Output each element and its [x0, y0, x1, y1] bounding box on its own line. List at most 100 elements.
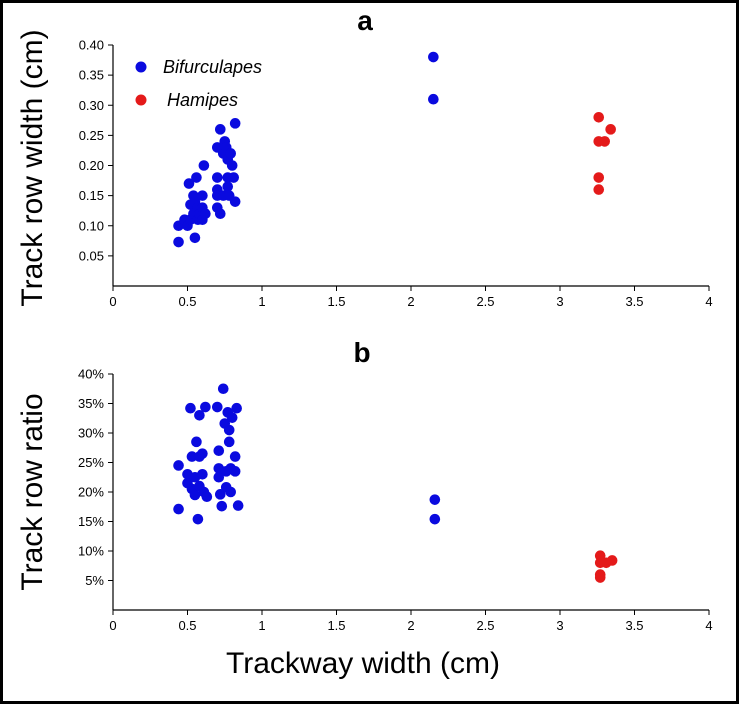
panel-b-point-bifurculapes	[191, 436, 202, 448]
panel-b-x-tick-label: 2	[407, 618, 414, 633]
panel-b-point-bifurculapes	[217, 383, 229, 395]
panel-a-point-bifurculapes	[200, 208, 211, 219]
panel-b-point-bifurculapes	[213, 445, 225, 457]
panel-b-point-bifurculapes	[173, 503, 184, 515]
panel-a-point-bifurculapes	[212, 172, 223, 183]
panel-a-y-tick-label: 0.40	[79, 38, 104, 53]
panel-b-point-bifurculapes	[232, 500, 244, 511]
panel-b-point-bifurculapes	[225, 486, 237, 498]
panel-b-title: b	[353, 337, 370, 368]
legend-marker-hamipes	[135, 94, 147, 106]
panel-a-data-points	[173, 51, 616, 248]
panel-a-point-bifurculapes	[189, 232, 201, 244]
panel-a-point-bifurculapes	[222, 181, 234, 192]
legend-marker-bifurculapes	[135, 61, 147, 73]
panel-b-point-bifurculapes	[223, 424, 235, 436]
panel-b-data-points	[173, 383, 618, 583]
panel-a-point-bifurculapes	[191, 172, 202, 183]
panel-b-x-tick-label: 3	[556, 618, 563, 633]
panel-b-point-bifurculapes	[200, 401, 211, 413]
panel-b-y-tick-label: 40%	[78, 367, 104, 382]
panel-b-point-bifurculapes	[173, 460, 184, 471]
panel-b-point-hamipes	[606, 555, 618, 566]
panel-a-point-bifurculapes	[225, 148, 237, 159]
panel-a-x-tick-label: 4	[705, 294, 712, 309]
panel-a-y-tick-label: 0.35	[79, 68, 104, 83]
panel-b-x-tick-label: 1.5	[327, 618, 345, 633]
panel-b-y-tick-label: 5%	[85, 573, 104, 588]
panel-b-point-bifurculapes	[429, 494, 441, 505]
panel-b-x-tick-label: 3.5	[625, 618, 643, 633]
panel-b-point-bifurculapes	[429, 513, 441, 525]
panel-a-point-bifurculapes	[173, 236, 184, 248]
panel-a-x-tick-label: 2.5	[476, 294, 494, 309]
panel-b-point-bifurculapes	[223, 436, 235, 448]
panel-a-point-bifurculapes	[428, 93, 439, 105]
panel-b-y-tick-label: 35%	[78, 396, 104, 411]
panel-b-y-ticks: 5% 10% 15% 20% 25% 30% 35% 40%	[78, 367, 113, 588]
panel-a-y-axis-label: Track row width (cm)	[16, 29, 49, 306]
panel-a-x-tick-label: 0	[109, 294, 116, 309]
panel-a-x-tick-label: 2	[407, 294, 414, 309]
panel-a-y-tick-label: 0.05	[79, 248, 104, 263]
panel-a-y-tick-label: 0.15	[79, 188, 104, 203]
panel-a-point-hamipes	[593, 184, 605, 195]
legend-label-bifurculapes: Bifurculapes	[163, 57, 262, 77]
panel-a-y-tick-label: 0.20	[79, 158, 104, 173]
panel-b-x-tick-label: 0.5	[178, 618, 196, 633]
panel-b-point-bifurculapes	[229, 466, 241, 477]
panel-a-x-tick-label: 3	[556, 294, 563, 309]
panel-a-title: a	[357, 5, 373, 36]
panel-b-point-bifurculapes	[229, 451, 241, 462]
panel-b-y-axis-label: Track row ratio	[16, 393, 49, 590]
x-axis-label: Trackway width (cm)	[226, 647, 500, 680]
legend-label-hamipes: Hamipes	[167, 90, 238, 110]
panel-b-point-bifurculapes	[194, 410, 205, 421]
panel-a-point-bifurculapes	[428, 51, 439, 63]
panel-a-y-tick-label: 0.30	[79, 98, 104, 113]
panel-b-x-ticks: 0 0.5 1 1.5 2 2.5 3 3.5 4	[109, 610, 713, 633]
panel-b-point-bifurculapes	[186, 451, 198, 462]
panel-b-point-bifurculapes	[226, 412, 238, 423]
panel-a-y-tick-label: 0.25	[79, 128, 104, 143]
panel-a-point-hamipes	[599, 136, 610, 147]
panel-a-x-tick-label: 1.5	[327, 294, 345, 309]
panel-b-x-tick-label: 0	[109, 618, 116, 633]
panel-b-point-bifurculapes	[213, 471, 225, 483]
panel-b-x-tick-label: 2.5	[476, 618, 494, 633]
panel-a-point-bifurculapes	[197, 190, 208, 201]
panel-b-point-hamipes	[594, 572, 606, 583]
panel-a-point-bifurculapes	[214, 124, 226, 135]
panel-a-point-bifurculapes	[214, 208, 226, 219]
panel-b-point-bifurculapes	[216, 500, 228, 512]
panel-b-point-bifurculapes	[197, 469, 208, 480]
panel-b-y-tick-label: 20%	[78, 485, 104, 500]
panel-a-x-tick-label: 1	[258, 294, 265, 309]
panel-b-x-tick-label: 4	[705, 618, 712, 633]
panel-a-point-bifurculapes	[229, 196, 241, 207]
panel-b-point-bifurculapes	[212, 401, 223, 413]
panel-a-x-ticks: 0 0.5 1 1.5 2 2.5 3 3.5 4	[109, 286, 713, 309]
panel-a-x-tick-label: 3.5	[625, 294, 643, 309]
panel-b-y-tick-label: 10%	[78, 544, 104, 559]
panel-b: b Track row ratio 5%10%15%20%25%30%35%40…	[16, 337, 713, 633]
panel-a-point-hamipes	[605, 124, 616, 135]
panel-a-point-hamipes	[593, 172, 605, 183]
panel-b-y-tick-label: 30%	[78, 426, 104, 441]
panel-b-y-tick-label: 15%	[78, 514, 104, 529]
panel-a-point-bifurculapes	[183, 178, 195, 189]
panel-b-point-bifurculapes	[214, 489, 226, 500]
panel-a-y-ticks: 0.05 0.10 0.15 0.20 0.25 0.30 0.35 0.40	[79, 38, 113, 263]
panel-b-point-bifurculapes	[197, 448, 208, 459]
panel-b-point-bifurculapes	[185, 402, 196, 414]
panel-b-point-bifurculapes	[189, 489, 201, 501]
panel-b-point-bifurculapes	[192, 513, 204, 525]
panel-b-point-bifurculapes	[201, 491, 213, 503]
legend: Bifurculapes Hamipes	[135, 57, 262, 110]
panel-a: a Track row width (cm) 0.050.100.150.200…	[16, 5, 713, 309]
panel-b-point-bifurculapes	[231, 402, 242, 414]
panel-a-point-bifurculapes	[228, 172, 239, 183]
panel-a-point-bifurculapes	[198, 160, 210, 171]
